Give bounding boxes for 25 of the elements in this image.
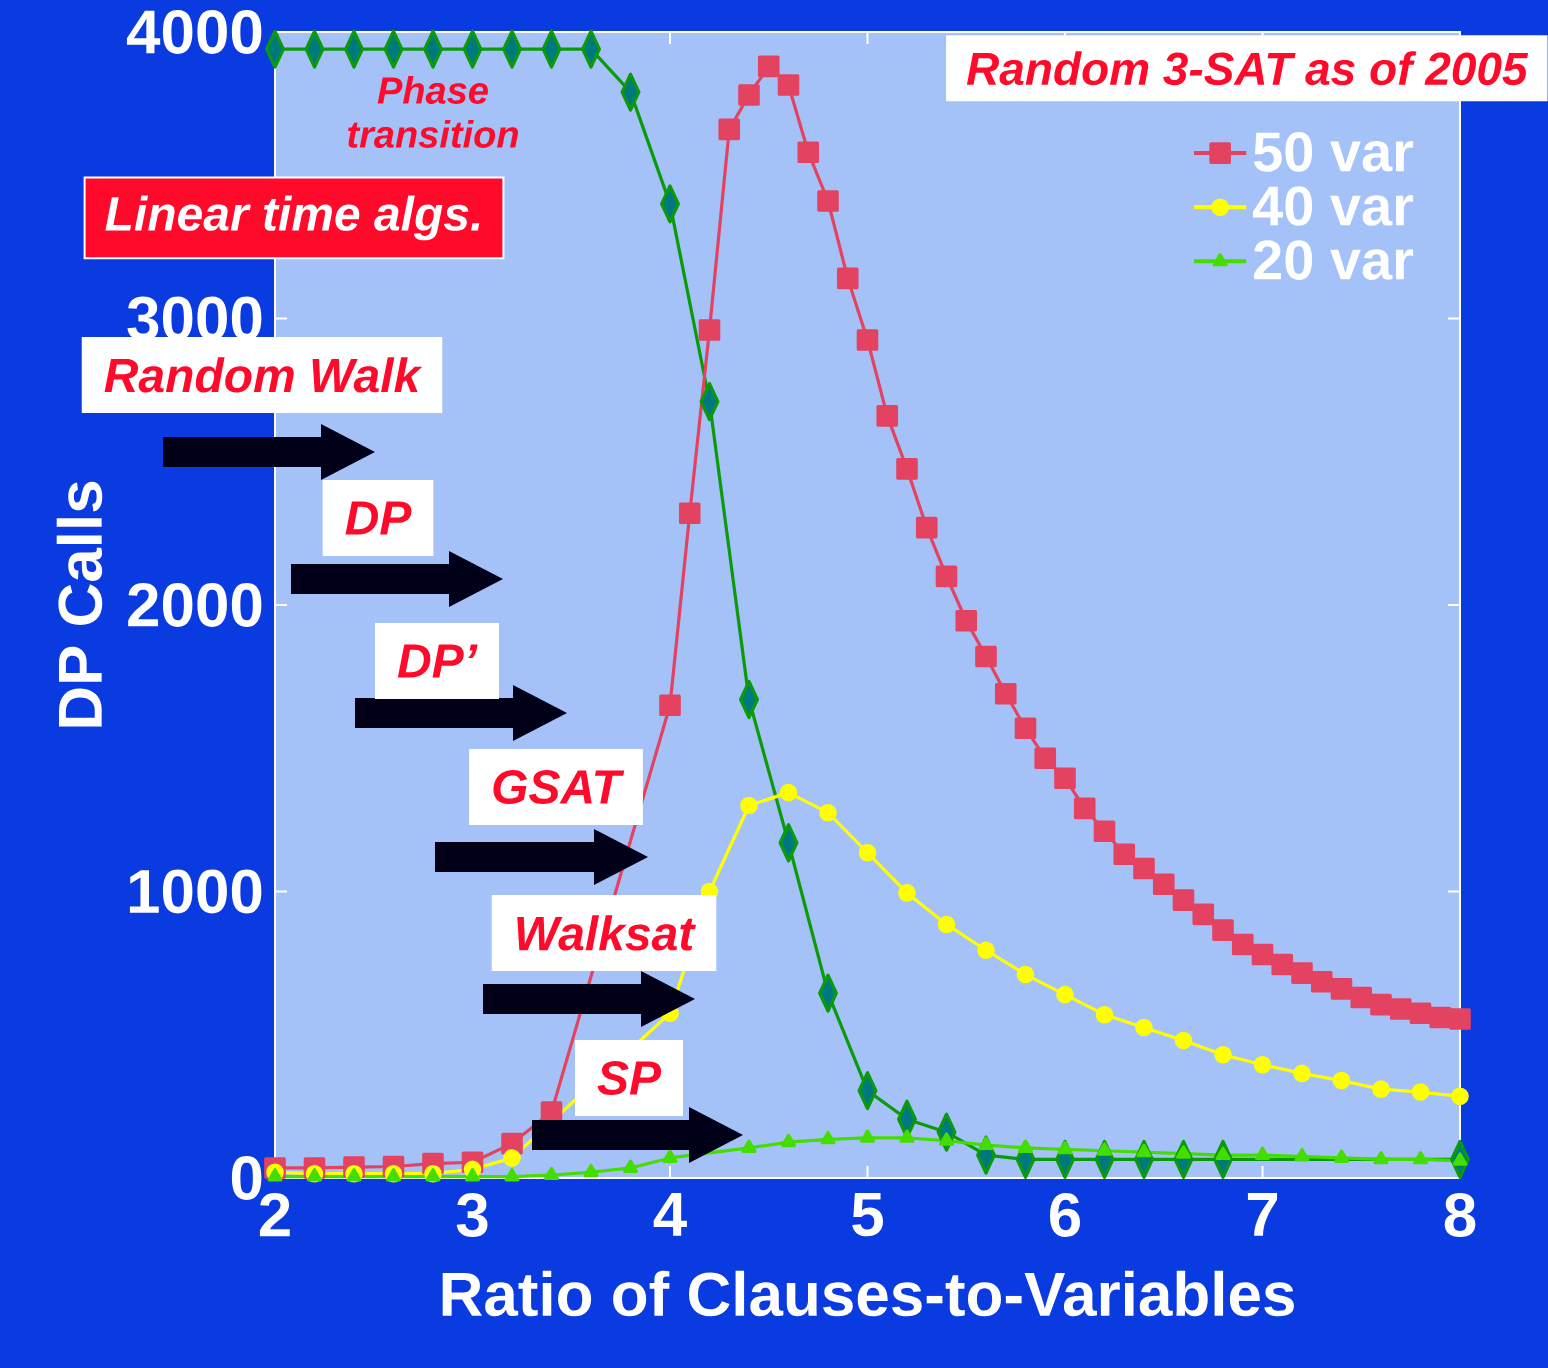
x-tick-label: 7 xyxy=(1247,1193,1278,1236)
y-tick-label: 1000 xyxy=(129,869,262,914)
annotation: Linear time algs. xyxy=(105,195,480,241)
legend-label: 20 var xyxy=(1254,240,1414,280)
x-axis-title: Ratio of Clauses-to-Variables xyxy=(442,1270,1294,1317)
x-tick-label: 6 xyxy=(1050,1193,1080,1237)
x-tick-label: 8 xyxy=(1444,1193,1476,1237)
annotation: Phase transition xyxy=(348,76,518,148)
legend-label: 50 var xyxy=(1253,132,1414,172)
annotation: GSAT xyxy=(493,770,625,804)
x-tick-label: 3 xyxy=(456,1193,488,1238)
x-tick-label: 5 xyxy=(852,1193,884,1237)
annotation: SP xyxy=(597,1061,662,1095)
annotation: Walksat xyxy=(517,915,696,951)
y-tick-label: 2000 xyxy=(128,583,262,627)
annotation: Random Walk xyxy=(104,357,423,393)
y-tick-label: 4000 xyxy=(126,10,262,54)
legend-label: 40 var xyxy=(1252,186,1414,226)
x-tick-label: 4 xyxy=(653,1193,687,1236)
annotation: DP’ xyxy=(397,644,478,678)
x-tick-label: 2 xyxy=(259,1193,290,1237)
y-tick-label: 0 xyxy=(231,1156,262,1200)
annotation: DP xyxy=(345,501,412,535)
chart-title: Random 3-SAT as of 2005 xyxy=(966,51,1529,86)
y-axis-title: DP Calls xyxy=(56,481,103,727)
